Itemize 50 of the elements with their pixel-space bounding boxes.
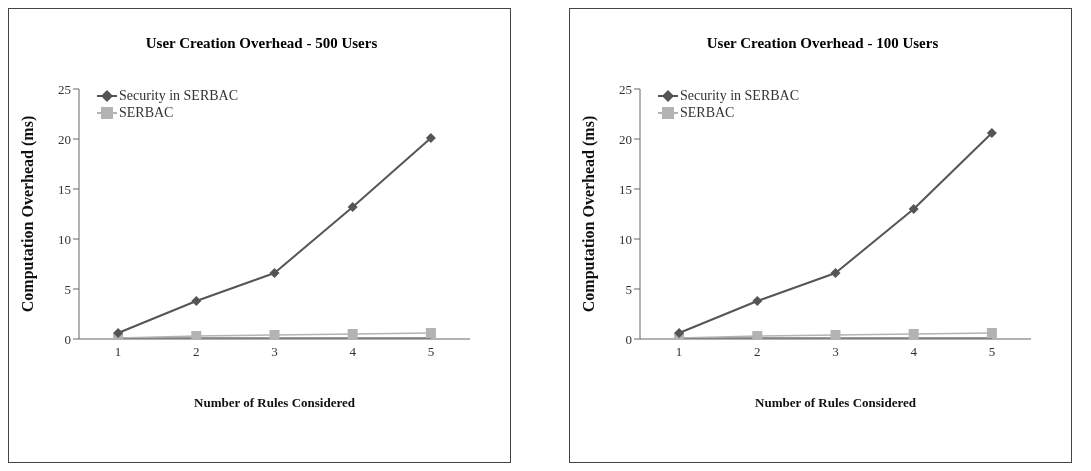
y-tick-label: 15	[58, 181, 71, 197]
point	[269, 268, 280, 278]
x-tick-label: 4	[910, 344, 918, 360]
y-tick-label: 10	[58, 231, 71, 247]
point	[191, 296, 202, 306]
y-axis-title: Computation Overhead (ms)	[18, 115, 37, 313]
point	[191, 331, 202, 339]
point	[425, 328, 436, 338]
point	[269, 330, 280, 339]
y-tick-label: 15	[619, 181, 632, 197]
legend-label: SERBAC	[680, 104, 735, 121]
point	[830, 330, 841, 339]
y-tick-label: 20	[58, 131, 71, 147]
x-axis-title: Number of Rules Considered	[194, 395, 356, 410]
y-tick-label: 20	[619, 131, 632, 147]
x-tick-label: 5	[427, 344, 435, 360]
chart-title: User Creation Overhead - 500 Users	[144, 35, 379, 52]
point	[830, 268, 841, 278]
point	[986, 128, 997, 138]
legend-label: Security in SERBAC	[119, 87, 239, 104]
point	[752, 331, 763, 339]
x-tick-label: 5	[988, 344, 996, 360]
point	[986, 328, 997, 338]
x-tick-label: 1	[675, 344, 683, 360]
point	[752, 296, 763, 306]
x-tick-label: 3	[832, 344, 839, 360]
x-tick-label: 2	[754, 344, 761, 360]
point	[113, 328, 124, 338]
y-axis-title: Computation Overhead (ms)	[579, 115, 598, 313]
point	[347, 329, 358, 339]
y-tick-label: 5	[625, 281, 632, 297]
chart-title: User Creation Overhead - 100 Users	[705, 35, 940, 52]
point	[425, 133, 436, 143]
y-tick-label: 25	[619, 81, 632, 97]
point	[908, 204, 919, 214]
y-tick-label: 0	[64, 331, 71, 347]
y-tick-label: 10	[619, 231, 632, 247]
y-tick-label: 5	[64, 281, 71, 297]
x-tick-label: 4	[349, 344, 357, 360]
x-tick-label: 2	[193, 344, 200, 360]
y-tick-label: 0	[625, 331, 632, 347]
point	[674, 328, 685, 338]
y-tick-label: 25	[58, 81, 71, 97]
x-tick-label: 3	[271, 344, 278, 360]
legend-label: Security in SERBAC	[680, 87, 800, 104]
x-axis-title: Number of Rules Considered	[755, 395, 917, 410]
legend-label: SERBAC	[119, 104, 174, 121]
x-tick-label: 1	[114, 344, 122, 360]
point	[347, 202, 358, 212]
point	[908, 329, 919, 339]
